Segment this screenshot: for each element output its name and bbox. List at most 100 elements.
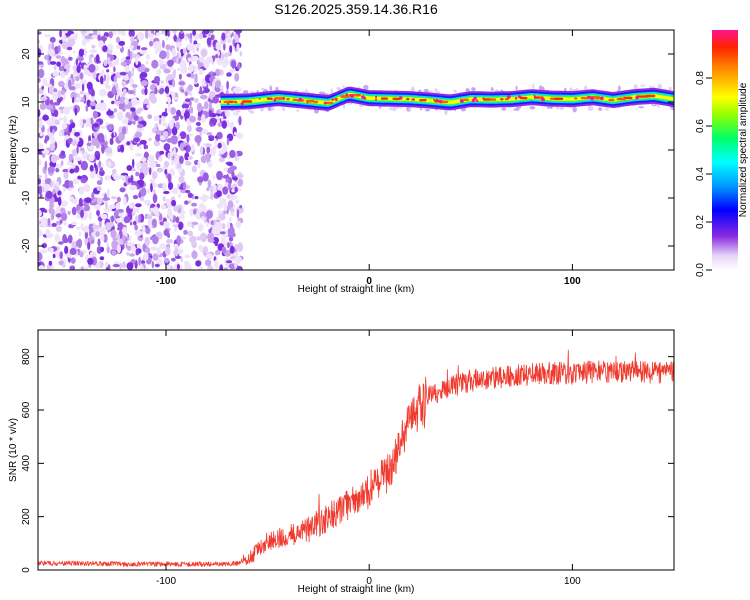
band-halo-speck — [419, 107, 423, 111]
band-peak-segment — [500, 98, 504, 101]
band-halo-speck — [657, 83, 662, 90]
noise-speckle — [196, 102, 203, 112]
noise-speckle — [109, 138, 114, 145]
band-halo-speck — [471, 87, 476, 92]
noise-speckle — [191, 250, 198, 259]
noise-speckle — [198, 68, 204, 75]
noise-speckle — [104, 193, 107, 201]
noise-speckle — [175, 255, 181, 259]
band-halo-speck — [410, 86, 415, 93]
noise-speckle — [111, 240, 118, 250]
figure-title: S126.2025.359.14.36.R16 — [274, 1, 438, 17]
noise-speckle — [178, 192, 181, 199]
noise-speckle — [195, 121, 201, 127]
snr-series-line — [38, 349, 674, 567]
noise-speckle — [104, 222, 112, 231]
noise-speckle — [161, 30, 167, 35]
noise-speckle — [222, 186, 229, 195]
band-peak-dot — [345, 93, 349, 96]
noise-speckle — [214, 87, 221, 93]
noise-speckle — [178, 221, 183, 231]
noise-speckle — [163, 190, 170, 195]
noise-speckle — [151, 218, 157, 228]
noise-speckle — [189, 36, 193, 44]
band-peak-dot — [350, 94, 354, 98]
noise-speckle — [89, 101, 96, 107]
noise-speckle — [176, 235, 181, 245]
noise-speckle — [134, 224, 139, 231]
spectrogram-noise-layer — [38, 30, 244, 270]
noise-speckle — [136, 207, 140, 213]
noise-speckle — [171, 126, 178, 136]
noise-speckle — [195, 260, 202, 267]
noise-speckle — [46, 104, 53, 110]
noise-speckle — [50, 265, 55, 270]
noise-speckle — [74, 131, 80, 137]
band-peak-segment — [419, 99, 427, 102]
noise-speckle — [155, 163, 161, 168]
noise-speckle — [208, 102, 212, 110]
band-peak-dot — [533, 94, 536, 97]
noise-speckle — [69, 168, 75, 174]
noise-speckle — [53, 88, 58, 93]
noise-speckle — [54, 210, 61, 214]
noise-speckle — [63, 115, 68, 123]
noise-speckle — [215, 80, 222, 88]
noise-speckle — [101, 144, 105, 154]
noise-speckle — [51, 42, 55, 50]
noise-speckle — [187, 156, 193, 160]
noise-speckle — [192, 30, 196, 36]
noise-speckle — [88, 54, 92, 63]
noise-speckle — [196, 236, 201, 241]
noise-speckle — [176, 263, 180, 270]
noise-speckle — [223, 210, 226, 215]
noise-speckle — [159, 50, 167, 60]
noise-speckle — [163, 143, 171, 152]
noise-speckle — [92, 123, 100, 128]
noise-speckle — [207, 232, 215, 241]
noise-speckle — [96, 197, 103, 205]
noise-speckle — [194, 98, 199, 103]
noise-speckle — [108, 31, 113, 39]
noise-speckle — [168, 181, 173, 191]
noise-speckle — [132, 120, 136, 125]
noise-speckle — [207, 238, 215, 243]
noise-speckle — [95, 143, 100, 149]
noise-speckle — [212, 185, 217, 193]
spectrogram-y-axis-label: Frequency (Hz) — [8, 116, 19, 185]
noise-speckle — [86, 99, 91, 107]
noise-speckle — [99, 256, 105, 261]
noise-speckle — [160, 80, 164, 84]
noise-speckle — [203, 87, 210, 94]
noise-speckle — [197, 160, 201, 169]
noise-speckle — [163, 257, 170, 263]
noise-speckle — [158, 156, 163, 163]
noise-speckle — [82, 225, 90, 233]
noise-speckle — [154, 87, 158, 95]
noise-speckle — [87, 257, 94, 265]
noise-speckle — [223, 267, 229, 270]
noise-speckle — [111, 173, 119, 178]
noise-speckle — [199, 86, 203, 95]
band-halo-speck — [330, 88, 333, 94]
noise-speckle — [219, 231, 226, 235]
noise-speckle — [92, 71, 97, 80]
noise-speckle — [152, 235, 159, 245]
noise-speckle — [119, 187, 126, 193]
noise-speckle — [130, 51, 133, 61]
band-halo-speck — [342, 103, 346, 109]
band-halo-speck — [656, 104, 660, 108]
noise-speckle — [122, 226, 128, 236]
noise-speckle — [141, 47, 148, 51]
noise-speckle — [64, 179, 71, 189]
spectrogram-signal-band — [218, 83, 674, 115]
noise-speckle — [98, 160, 101, 168]
noise-speckle — [203, 30, 210, 35]
noise-speckle — [150, 246, 158, 251]
noise-speckle — [134, 100, 141, 105]
noise-speckle — [58, 131, 63, 137]
noise-speckle — [49, 142, 56, 151]
band-peak-dot — [412, 98, 415, 101]
noise-speckle — [105, 147, 113, 154]
noise-speckle — [214, 259, 219, 269]
